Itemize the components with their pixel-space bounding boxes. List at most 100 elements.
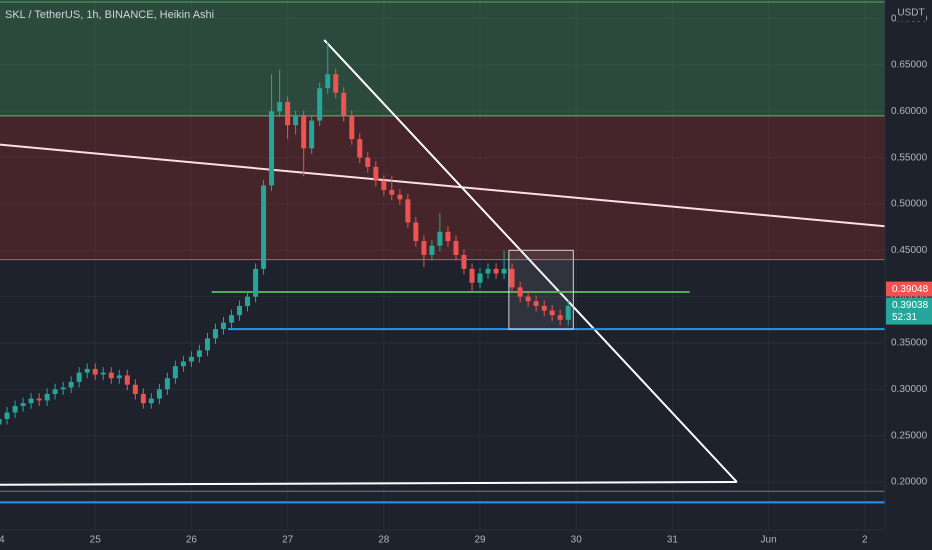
candle-body (132, 384, 138, 394)
candle-body (405, 199, 411, 223)
candle-body (180, 361, 186, 367)
y-tick-label: 0.50000 (891, 199, 928, 210)
y-tick-label: 0.20000 (891, 477, 928, 488)
candle-body (533, 301, 539, 306)
candle-body (525, 296, 531, 302)
price-tag-bg (886, 281, 932, 297)
candle-body (220, 322, 226, 330)
drawing-line (0, 143, 885, 228)
candle-body (229, 315, 235, 323)
candle-body (108, 372, 114, 379)
candle-body (517, 287, 523, 297)
candle-body (92, 368, 98, 375)
candle-body (84, 368, 90, 373)
candle-body (309, 120, 315, 149)
candle-body (188, 356, 194, 362)
candle-body (437, 231, 443, 246)
candle-body (36, 398, 42, 401)
candle-body (381, 180, 387, 191)
y-tick-label: 0.25000 (891, 430, 928, 441)
candle-body (429, 245, 435, 255)
candle-body (365, 157, 371, 167)
candle-body (389, 190, 395, 195)
candle-body (485, 268, 491, 274)
y-tick-label: 0.40000 (891, 291, 928, 302)
candle-body (565, 305, 571, 320)
candle-body (461, 254, 467, 269)
candle-body (373, 166, 379, 181)
candle-body (44, 393, 50, 401)
x-tick-label: 27 (282, 535, 294, 546)
candle-body (261, 185, 267, 269)
y-tick-label: 0.65000 (891, 60, 928, 71)
x-tick-label: 24 (0, 535, 5, 546)
candle-body (333, 74, 339, 93)
zone (0, 0, 885, 116)
zone (0, 115, 885, 260)
y-tick-label: 0.30000 (891, 384, 928, 395)
y-tick-label: 0.35000 (891, 338, 928, 349)
candle-body (237, 305, 243, 316)
price-tag: 0.39038 (892, 300, 929, 311)
candle-body (293, 115, 299, 126)
drawing-line (0, 480, 737, 486)
candle-body (285, 102, 291, 126)
candle-body (469, 268, 475, 283)
drawing-line (323, 39, 738, 483)
candle-body (253, 268, 259, 297)
x-tick-label: 30 (571, 535, 583, 546)
candle-body (68, 381, 74, 388)
x-tick-label: 29 (474, 535, 486, 546)
candle-body (245, 296, 251, 306)
x-tick-label: 26 (186, 535, 198, 546)
currency-bg (896, 4, 926, 21)
price-tag: 0.39048 (892, 284, 929, 295)
candle-body (341, 92, 347, 116)
plot-area (0, 0, 885, 530)
candle-body (541, 305, 547, 311)
y-tick-label: 0.55000 (891, 152, 928, 163)
candle-body (509, 268, 515, 288)
candle-body (357, 139, 363, 158)
candle-body (12, 406, 18, 413)
candle-body (397, 194, 403, 200)
candle-body (557, 315, 563, 320)
chart-title: SKL / TetherUS, 1h, BINANCE, Heikin Ashi (5, 9, 214, 21)
candle-body (493, 268, 499, 274)
candle-body (277, 102, 283, 112)
x-tick-label: 2 (862, 535, 868, 546)
candle-body (0, 418, 2, 425)
candle-body (549, 310, 555, 316)
candle-body (204, 338, 210, 351)
currency: USDT (897, 8, 924, 19)
candle-body (76, 372, 82, 382)
candle-body (477, 273, 483, 283)
candle-body (124, 375, 130, 385)
y-tick-label: 0.45000 (891, 245, 928, 256)
candle-body (52, 389, 58, 394)
x-tick-label: Jun (761, 535, 777, 546)
price-tag-bg (886, 297, 932, 325)
candle-body (349, 115, 355, 140)
candle-body (100, 372, 106, 375)
candle-body (140, 393, 146, 404)
x-tick-label: 28 (378, 535, 390, 546)
candle-body (172, 366, 178, 379)
candle-body (196, 350, 202, 357)
candle-body (164, 378, 170, 390)
candle-body (148, 398, 154, 404)
candle-body (325, 74, 331, 89)
y-tick-label: 0.60000 (891, 106, 928, 117)
candle-body (413, 222, 419, 242)
x-tick-label: 31 (667, 535, 679, 546)
candle-body (301, 115, 307, 149)
candle-body (445, 231, 451, 242)
candle-body (453, 241, 459, 255)
candle-body (116, 375, 122, 379)
candle-body (501, 268, 507, 274)
candle-body (317, 88, 323, 121)
candle-body (4, 412, 10, 419)
candle-body (156, 389, 162, 399)
